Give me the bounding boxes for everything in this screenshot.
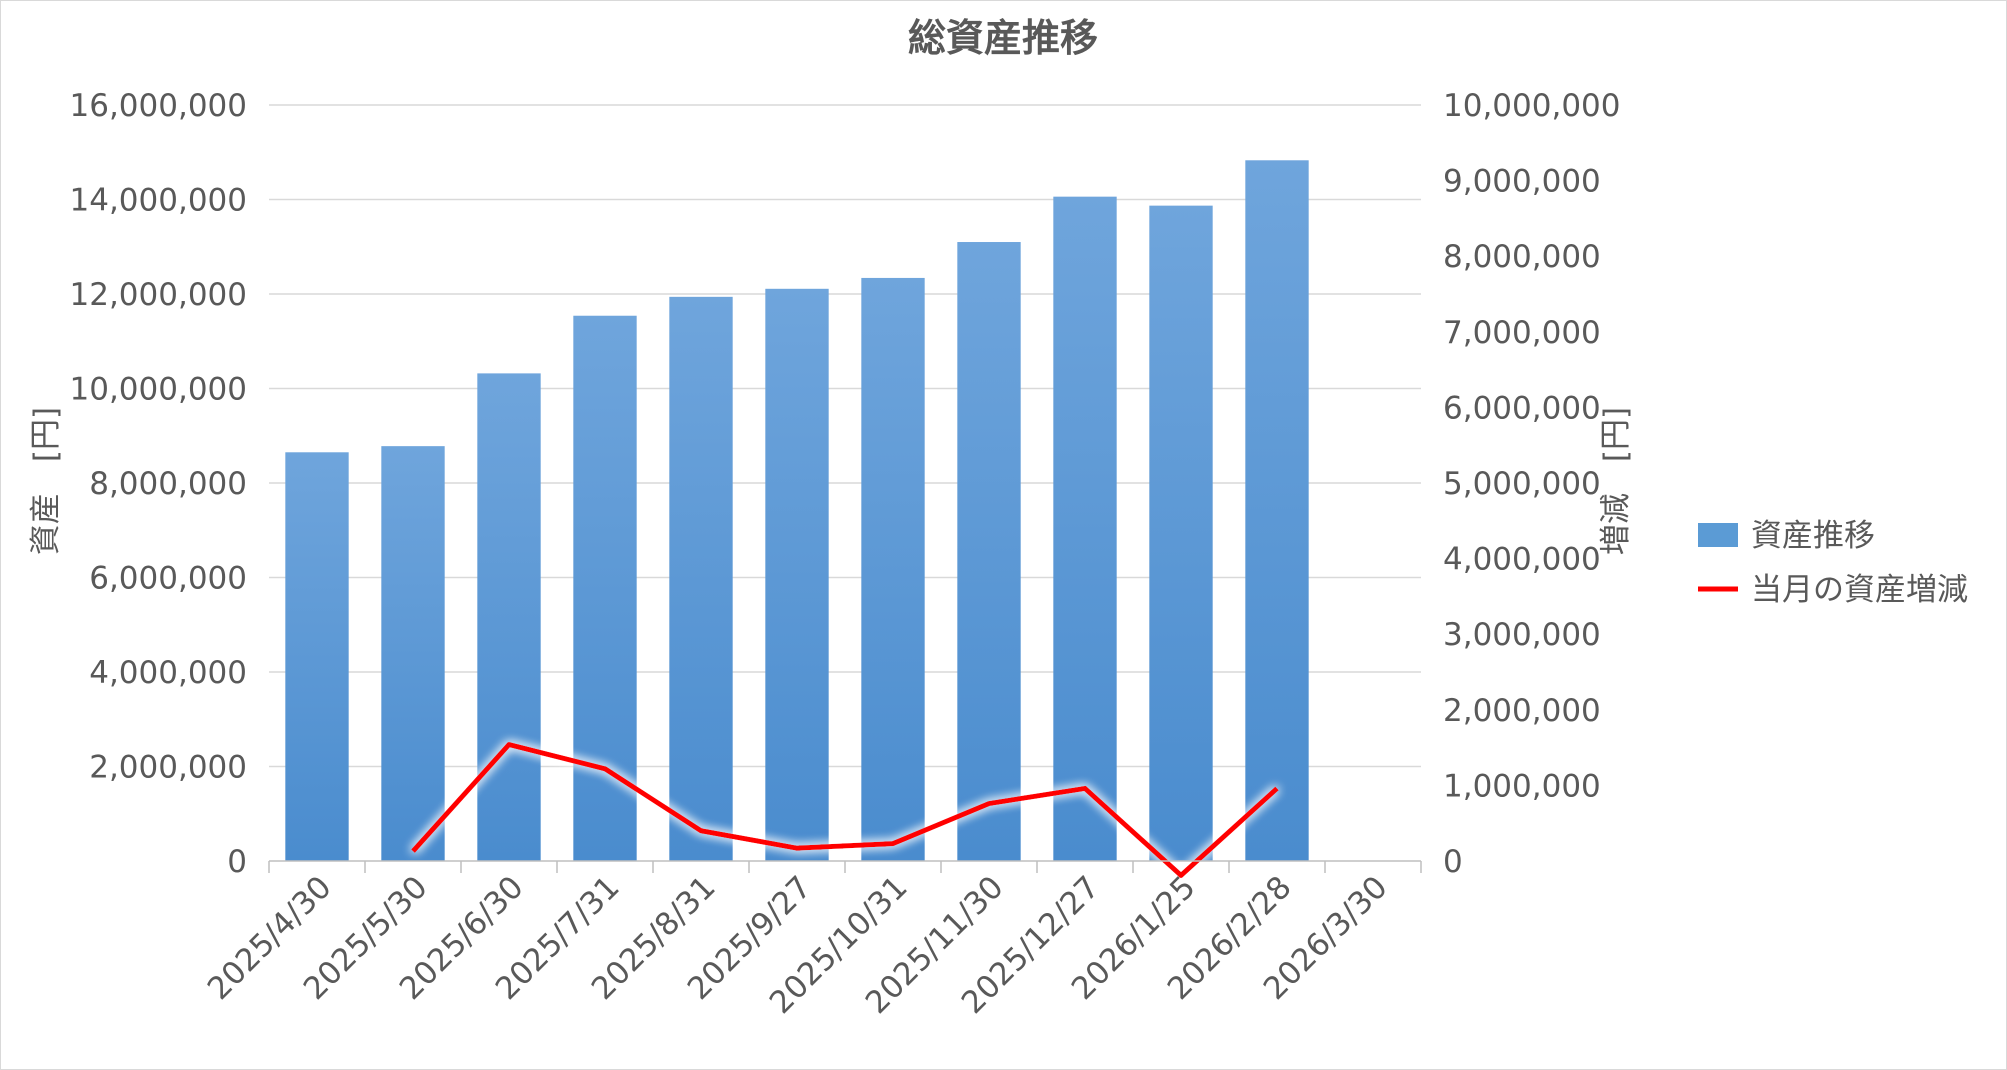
bar (1245, 160, 1309, 862)
bar-layer (285, 160, 1309, 862)
bar (765, 288, 829, 861)
grid-layer (269, 104, 1421, 768)
bar (285, 452, 349, 861)
y2-tick-label: 9,000,000 (1443, 164, 1601, 200)
series-line (411, 742, 1279, 878)
bar (477, 373, 541, 861)
y-tick-label: 2,000,000 (89, 750, 247, 786)
y-axis-title: 資産 [円] (28, 407, 64, 555)
y2-tick-label: 10,000,000 (1443, 88, 1621, 124)
y2-tick-label: 7,000,000 (1443, 315, 1601, 351)
chart-title: 総資産推移 (908, 16, 1098, 60)
legend: 資産推移 当月の資産増減 (1698, 518, 1968, 608)
legend-label-bar: 資産推移 (1751, 518, 1875, 554)
y-tick-label: 10,000,000 (70, 372, 248, 408)
y-tick-label: 16,000,000 (70, 88, 248, 124)
y-tick-label: 8,000,000 (89, 466, 247, 502)
bar (381, 446, 445, 861)
y2-tick-label: 6,000,000 (1443, 390, 1601, 426)
y2-tick-label: 2,000,000 (1443, 693, 1601, 729)
bar (1053, 196, 1117, 862)
y2-tick-label: 1,000,000 (1443, 768, 1601, 804)
y2-tick-label: 4,000,000 (1443, 542, 1601, 578)
y2-tick-label: 5,000,000 (1443, 466, 1601, 502)
bar (669, 296, 733, 862)
legend-swatch-bar (1698, 523, 1738, 547)
y2-axis-title: 増減 [円] (1598, 407, 1634, 555)
y2-tick-label: 0 (1443, 844, 1463, 880)
y-tick-label: 14,000,000 (70, 183, 248, 219)
legend-label-line: 当月の資産増減 (1751, 572, 1968, 608)
bar (861, 277, 925, 861)
line-layer (411, 742, 1279, 878)
y-tick-label: 0 (227, 844, 247, 880)
bar (1149, 205, 1213, 861)
y2-tick-label: 3,000,000 (1443, 617, 1601, 653)
y2-tick-label: 8,000,000 (1443, 239, 1601, 275)
bar (957, 242, 1021, 861)
bar (573, 315, 637, 861)
y-tick-label: 12,000,000 (70, 277, 248, 313)
y-tick-label: 4,000,000 (89, 655, 247, 691)
y-tick-label: 6,000,000 (89, 561, 247, 597)
